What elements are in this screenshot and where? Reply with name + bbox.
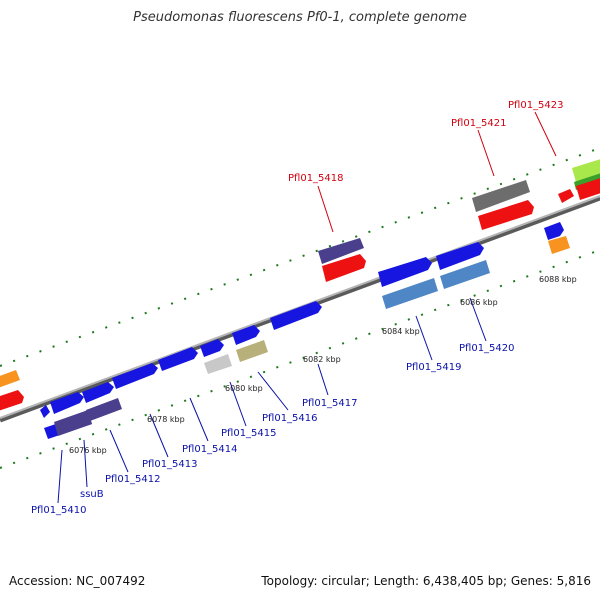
gene-arrow[interactable] bbox=[236, 340, 268, 362]
tick-label: 6078 kbp bbox=[147, 415, 185, 424]
connector-pfl01-5423 bbox=[534, 111, 557, 157]
tick-label: 6080 kbp bbox=[225, 384, 263, 393]
gene-arrow[interactable] bbox=[382, 278, 438, 309]
gene-arrow[interactable] bbox=[322, 254, 366, 282]
gene-arrow[interactable] bbox=[204, 354, 232, 374]
connector-pfl01-5414 bbox=[189, 397, 209, 442]
gene-arrow[interactable] bbox=[0, 390, 24, 411]
tick-label: 6086 kbp bbox=[460, 298, 498, 307]
gene-arrow[interactable] bbox=[0, 370, 20, 388]
connector-pfl01-5419 bbox=[415, 315, 433, 361]
reverse-genes bbox=[44, 222, 570, 439]
forward-genes bbox=[0, 158, 600, 418]
gene-arrow[interactable] bbox=[544, 222, 564, 240]
gene-arrow[interactable] bbox=[478, 200, 534, 230]
connector-pfl01-5415 bbox=[229, 381, 247, 427]
tick-label: 6088 kbp bbox=[539, 275, 577, 284]
gene-label-pfl01-5415[interactable]: Pfl01_5415 bbox=[221, 428, 277, 439]
gene-arrow[interactable] bbox=[158, 347, 198, 371]
gene-arrow[interactable] bbox=[82, 382, 114, 403]
top-gene-labels: Pfl01_5418 Pfl01_5421 Pfl01_5423 bbox=[288, 100, 564, 184]
bottom-gene-labels: Pfl01_5410 ssuB Pfl01_5412 Pfl01_5413 Pf… bbox=[31, 343, 515, 516]
gene-arrow[interactable] bbox=[54, 410, 92, 436]
gene-arrow[interactable] bbox=[50, 392, 84, 414]
connector-ssub bbox=[83, 439, 88, 488]
gene-label-pfl01-5417[interactable]: Pfl01_5417 bbox=[302, 398, 358, 409]
gene-label-pfl01-5418[interactable]: Pfl01_5418 bbox=[288, 173, 344, 184]
gene-arrow[interactable] bbox=[318, 238, 364, 264]
tick-label: 6084 kbp bbox=[382, 327, 420, 336]
accession-label: Accession: NC_007492 bbox=[9, 574, 146, 588]
gene-arrow[interactable] bbox=[270, 301, 322, 330]
gene-arrow[interactable] bbox=[472, 180, 530, 212]
gene-arrow[interactable] bbox=[572, 158, 600, 182]
gene-arrow[interactable] bbox=[436, 242, 484, 270]
connector-pfl01-5413 bbox=[149, 413, 169, 458]
genome-summary: Topology: circular; Length: 6,438,405 bp… bbox=[261, 574, 591, 588]
gene-label-pfl01-5420[interactable]: Pfl01_5420 bbox=[459, 343, 515, 354]
gene-arrow[interactable] bbox=[232, 325, 260, 345]
label-connectors bbox=[57, 111, 557, 504]
gene-label-pfl01-5413[interactable]: Pfl01_5413 bbox=[142, 459, 198, 470]
connector-pfl01-5421 bbox=[477, 129, 495, 177]
tick-label: 6076 kbp bbox=[69, 446, 107, 455]
gene-label-pfl01-5416[interactable]: Pfl01_5416 bbox=[262, 413, 318, 424]
gene-arrow[interactable] bbox=[576, 177, 600, 200]
gene-label-pfl01-5410[interactable]: Pfl01_5410 bbox=[31, 505, 87, 516]
gene-arrow[interactable] bbox=[86, 398, 122, 421]
inner-dotted-track bbox=[0, 249, 600, 469]
gene-arrow[interactable] bbox=[548, 236, 570, 254]
gene-label-pfl01-5419[interactable]: Pfl01_5419 bbox=[406, 362, 462, 373]
gene-arrow[interactable] bbox=[440, 260, 490, 289]
connector-pfl01-5416 bbox=[257, 371, 289, 411]
gene-label-ssub[interactable]: ssuB bbox=[80, 489, 104, 500]
gene-label-pfl01-5414[interactable]: Pfl01_5414 bbox=[182, 444, 238, 455]
gene-arrow[interactable] bbox=[378, 257, 432, 287]
tick-labels: 6076 kbp 6078 kbp 6080 kbp 6082 kbp 6084… bbox=[69, 275, 577, 455]
connector-pfl01-5418 bbox=[317, 185, 334, 233]
gene-arrow[interactable] bbox=[558, 189, 574, 203]
gene-arrow[interactable] bbox=[40, 405, 50, 418]
gene-label-pfl01-5421[interactable]: Pfl01_5421 bbox=[451, 118, 507, 129]
gene-label-pfl01-5412[interactable]: Pfl01_5412 bbox=[105, 474, 161, 485]
connector-pfl01-5417 bbox=[317, 363, 329, 396]
gene-label-pfl01-5423[interactable]: Pfl01_5423 bbox=[508, 100, 564, 111]
connector-pfl01-5410 bbox=[57, 449, 63, 504]
gene-arrow[interactable] bbox=[200, 339, 224, 357]
tick-label: 6082 kbp bbox=[303, 355, 341, 364]
gene-arrow[interactable] bbox=[112, 363, 158, 389]
connector-pfl01-5412 bbox=[109, 429, 129, 473]
map-title: Pseudomonas fluorescens Pf0-1, complete … bbox=[133, 10, 467, 25]
connector-pfl01-5420 bbox=[469, 297, 487, 342]
